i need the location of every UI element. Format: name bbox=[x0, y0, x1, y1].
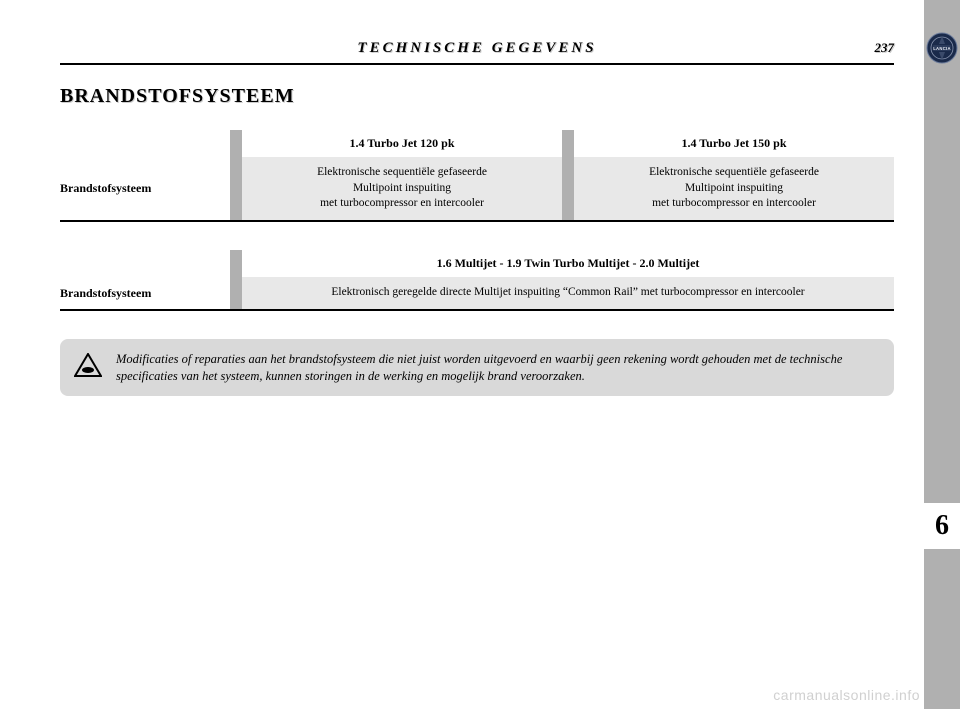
chapter-tab: 6 bbox=[924, 503, 960, 549]
table-bottom-border bbox=[60, 309, 894, 311]
warning-text: Modificaties of reparaties aan het brand… bbox=[116, 351, 878, 385]
svg-text:LANCIA: LANCIA bbox=[933, 46, 951, 51]
fuel-system-table-1: 1.4 Turbo Jet 120 pk 1.4 Turbo Jet 150 p… bbox=[60, 130, 894, 222]
lancia-logo-icon: LANCIA bbox=[924, 30, 960, 66]
table-bottom-border bbox=[60, 220, 894, 222]
table-row-label: Brandstofsysteem bbox=[60, 157, 230, 220]
header-row: TECHNISCHE GEGEVENS 237 bbox=[60, 40, 894, 57]
table-cell: Elektronisch geregelde directe Multijet … bbox=[242, 277, 894, 309]
page: TECHNISCHE GEGEVENS 237 BRANDSTOFSYSTEEM… bbox=[0, 0, 960, 709]
header-rule bbox=[60, 63, 894, 65]
warning-box: Modificaties of reparaties aan het brand… bbox=[60, 339, 894, 397]
table-row-label: Brandstofsysteem bbox=[60, 277, 230, 309]
table-sep bbox=[230, 157, 242, 220]
table-header-row: 1.6 Multijet - 1.9 Twin Turbo Multijet -… bbox=[60, 250, 894, 277]
table-sep bbox=[230, 130, 242, 157]
table-header-empty bbox=[60, 130, 230, 157]
table-col-header: 1.4 Turbo Jet 120 pk bbox=[242, 130, 562, 157]
section-title: BRANDSTOFSYSTEEM bbox=[60, 85, 894, 108]
table-sep bbox=[230, 277, 242, 309]
watermark: carmanualsonline.info bbox=[773, 687, 920, 703]
table-sep bbox=[230, 250, 242, 277]
chapter-number: 6 bbox=[935, 510, 949, 542]
side-tab: LANCIA 6 bbox=[924, 0, 960, 709]
table-row: Brandstofsysteem Elektronische sequentië… bbox=[60, 157, 894, 220]
table-col-header: 1.4 Turbo Jet 150 pk bbox=[574, 130, 894, 157]
table-cell: Elektronische sequentiële gefaseerde Mul… bbox=[242, 157, 562, 220]
header-title: TECHNISCHE GEGEVENS bbox=[100, 40, 854, 57]
warning-triangle-icon bbox=[74, 353, 102, 382]
table-sep bbox=[562, 157, 574, 220]
content-area: TECHNISCHE GEGEVENS 237 BRANDSTOFSYSTEEM… bbox=[0, 0, 924, 709]
table-sep bbox=[562, 130, 574, 157]
page-number: 237 bbox=[854, 40, 894, 56]
table-header-empty bbox=[60, 250, 230, 277]
table-header-row: 1.4 Turbo Jet 120 pk 1.4 Turbo Jet 150 p… bbox=[60, 130, 894, 157]
table-col-header: 1.6 Multijet - 1.9 Twin Turbo Multijet -… bbox=[242, 250, 894, 277]
fuel-system-table-2: 1.6 Multijet - 1.9 Twin Turbo Multijet -… bbox=[60, 250, 894, 311]
table-cell: Elektronische sequentiële gefaseerde Mul… bbox=[574, 157, 894, 220]
table-row: Brandstofsysteem Elektronisch geregelde … bbox=[60, 277, 894, 309]
